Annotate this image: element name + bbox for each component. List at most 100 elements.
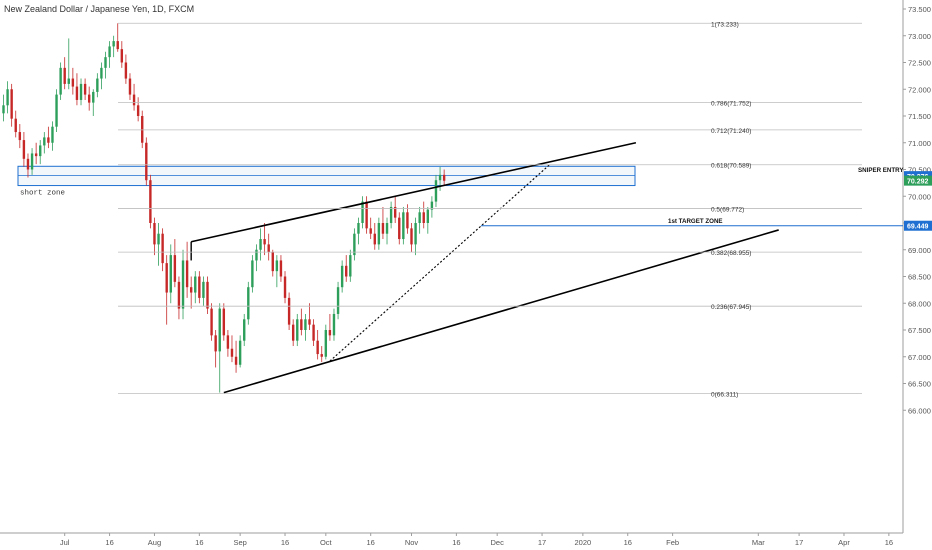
candle-body: [381, 223, 385, 234]
candle-body: [2, 105, 5, 114]
candle-body: [75, 86, 79, 100]
short-zone-label: short zone: [20, 190, 65, 198]
candle-body: [406, 212, 409, 229]
candle-body: [26, 158, 30, 170]
y-tick-label: 66.500: [908, 380, 931, 389]
candle-body: [63, 67, 66, 84]
candle-body: [324, 330, 328, 357]
x-tick-label: 16: [885, 538, 893, 547]
fib-level-label: 0.236(67.945): [711, 304, 751, 311]
candle-body: [108, 46, 111, 58]
candle-body: [267, 244, 270, 253]
x-tick-label: 2020: [575, 538, 592, 547]
candle-body: [296, 319, 299, 341]
candle-body: [442, 174, 446, 181]
candle-body: [251, 260, 254, 288]
candle-body: [226, 335, 230, 349]
candle-body: [308, 319, 311, 325]
candle-body: [87, 94, 91, 103]
candle-body: [136, 105, 140, 116]
candle-body: [263, 239, 266, 245]
candle-body: [271, 252, 274, 272]
candle-body: [259, 239, 262, 250]
y-tick-label: 71.500: [908, 112, 931, 121]
candle-body: [194, 276, 197, 293]
chart-grid: [0, 0, 904, 534]
x-tick-label: Nov: [405, 538, 419, 547]
candle-body: [414, 223, 417, 245]
candle-body: [320, 354, 323, 357]
fibonacci-levels: 1(73.233) 0.786(71.752) 0.712(71.240) 0.618…: [118, 21, 862, 399]
candle-body: [247, 287, 250, 320]
candle-body: [234, 356, 238, 365]
price-tag-value: 69.449: [907, 224, 929, 231]
x-tick-label: Sep: [233, 538, 246, 547]
candle-body: [116, 41, 119, 50]
candle-body: [112, 41, 115, 47]
candle-body: [30, 153, 34, 170]
candle-body: [210, 308, 213, 336]
candle-body: [34, 153, 38, 157]
x-tick-label: Dec: [491, 538, 505, 547]
y-tick-label: 72.500: [908, 59, 931, 68]
candle-body: [357, 223, 360, 234]
trendlines: [190, 141, 779, 394]
y-tick-label: 73.000: [908, 32, 931, 41]
price-tag-value: 70.292: [907, 179, 929, 186]
candle-body: [55, 94, 58, 127]
candle-body: [202, 281, 205, 298]
y-tick-label: 67.500: [908, 326, 931, 335]
candle-body: [398, 217, 401, 240]
x-axis: Jul 16 Aug 16 Sep 16 Oct 16 Nov 16 Dec 17 2020 16 Feb M…: [60, 533, 893, 547]
candles: [2, 23, 446, 393]
candle-body: [120, 49, 124, 63]
candle-body: [230, 348, 234, 357]
candle-body: [177, 281, 181, 309]
candle-body: [243, 319, 246, 341]
y-tick-label: 68.000: [908, 299, 931, 308]
candle-body: [39, 145, 42, 157]
candle-body: [132, 94, 136, 106]
candle-body: [389, 206, 393, 223]
candle-body: [14, 118, 17, 133]
candle-body: [128, 78, 132, 95]
x-tick-label: Apr: [838, 538, 850, 547]
candle-body: [410, 228, 413, 245]
candle-body: [336, 287, 340, 314]
fib-level-label: 0.618(70.589): [711, 163, 751, 170]
trendline-support-dotted: [329, 163, 551, 362]
candle-body: [181, 260, 185, 309]
x-tick-label: 17: [538, 538, 546, 547]
x-tick-label: 17: [795, 538, 803, 547]
candle-body: [59, 67, 62, 95]
y-tick-label: 71.000: [908, 139, 931, 148]
trendline-channel-lower: [223, 229, 779, 394]
candle-body: [349, 255, 352, 277]
candle-body: [92, 91, 95, 103]
candle-body: [161, 233, 164, 264]
candle-body: [279, 260, 283, 277]
candle-body: [51, 126, 54, 143]
y-tick-label: 67.000: [908, 353, 931, 362]
candle-body: [418, 212, 421, 223]
x-tick-label: 16: [452, 538, 460, 547]
candle-body: [304, 319, 307, 330]
candle-body: [79, 83, 83, 100]
candle-body: [312, 324, 315, 341]
candle-body: [67, 78, 70, 84]
candle-body: [238, 340, 242, 365]
candle-body: [287, 297, 291, 325]
fib-level-label: 0.5(69.772): [711, 206, 744, 213]
candle-body: [345, 265, 348, 277]
candle-body: [185, 260, 189, 288]
candle-body: [275, 260, 279, 272]
chart-title: New Zealand Dollar / Japanese Yen, 1D, F…: [4, 4, 195, 14]
candle-body: [373, 233, 376, 245]
y-tick-label: 70.000: [908, 192, 931, 201]
y-axis: 73.500 73.000 72.500 72.000 71.500 71.000 70.5…: [903, 5, 931, 415]
candle-body: [361, 201, 364, 223]
candle-body: [43, 137, 46, 146]
y-tick-label: 73.500: [908, 5, 931, 14]
x-tick-label: Aug: [148, 538, 161, 547]
